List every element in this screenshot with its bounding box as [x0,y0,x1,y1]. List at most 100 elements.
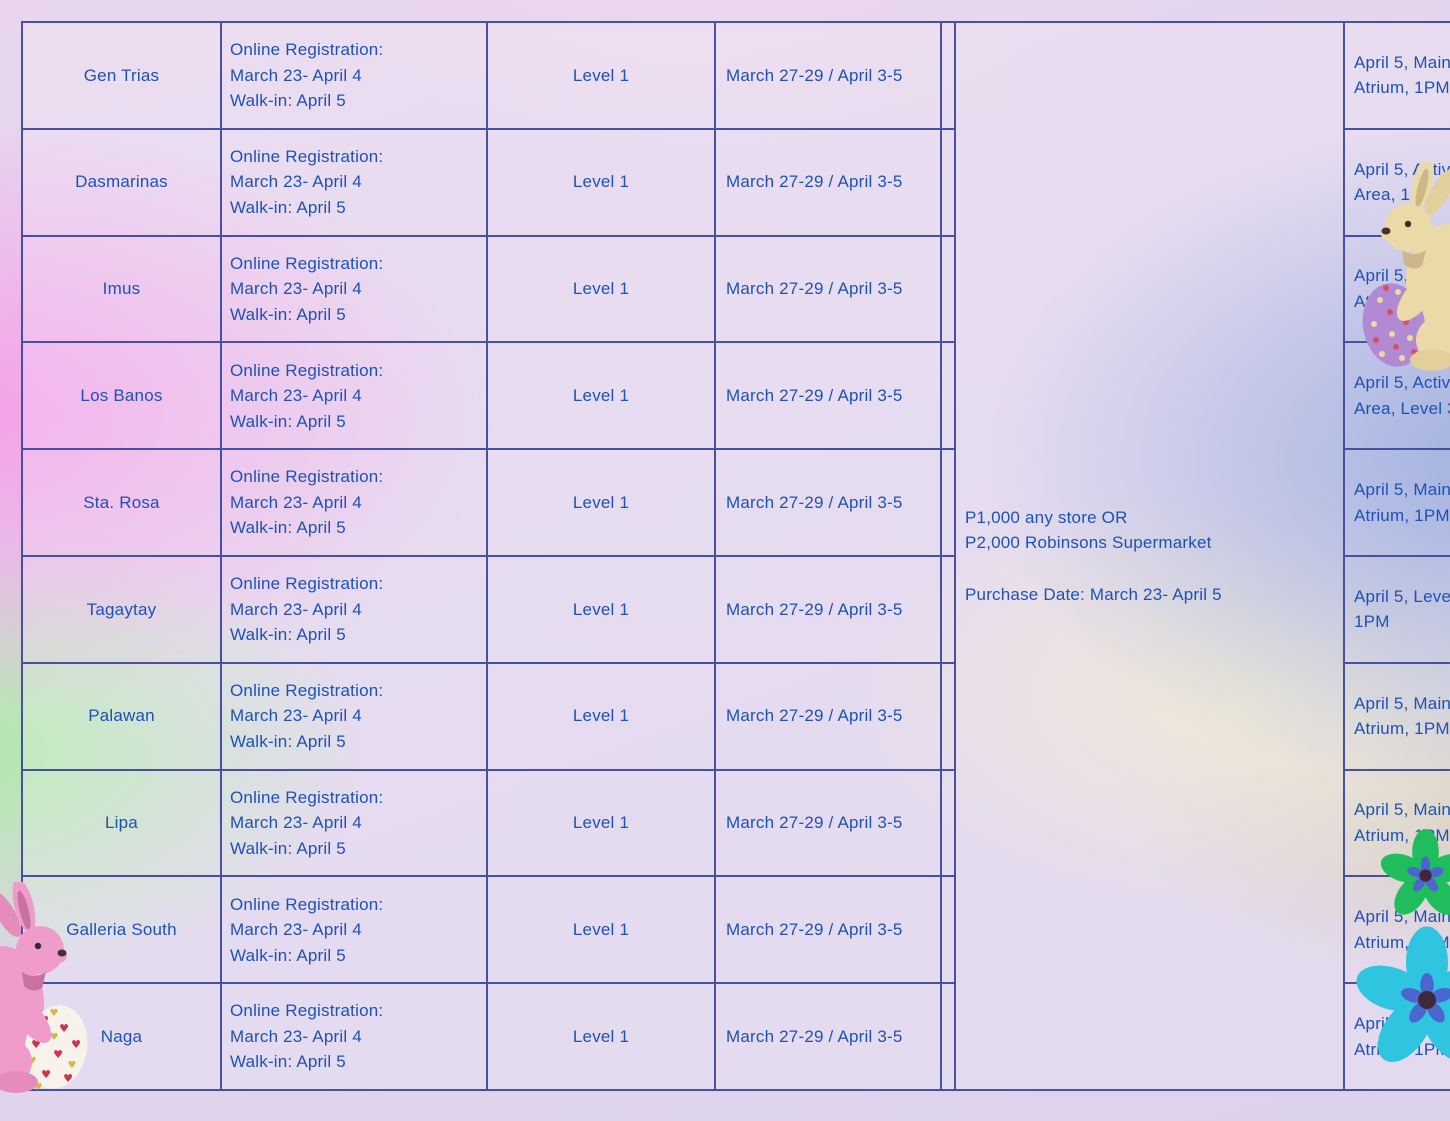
table-row: Dasmarinas Online Registration: March 23… [21,127,1450,237]
table-row: Los Banos Online Registration: March 23-… [21,341,1450,451]
spacer-cell [940,341,956,451]
spacer-cell [940,21,956,130]
venue-cell: April 5, Main Atrium, 1PM [1343,234,1450,344]
registration-line: Online Registration: [230,40,384,60]
schedule-cell: March 27-29 / April 3-5 [714,21,942,130]
promo-blank-line [965,556,1333,582]
table-row: Sta. Rosa Online Registration: March 23-… [21,448,1450,557]
schedule-cell: March 27-29 / April 3-5 [714,234,942,344]
venue-cell: April 5, Main Atrium, 1PM [1343,875,1450,985]
level-cell: Level 1 [486,768,716,878]
table-row: Palawan Online Registration: March 23- A… [21,661,1450,771]
promo-line: P1,000 any store OR [965,507,1128,527]
promo-line: Purchase Date: March 23- April 5 [965,584,1222,604]
venue-text: April 5, Main Atrium, 1PM [1354,693,1450,739]
registration-line: Walk-in: April 5 [230,411,346,431]
location-cell: Naga [21,982,222,1091]
level-cell: Level 1 [486,554,716,664]
venue-text: April 5, Main Atrium, 1PM [1354,480,1450,525]
venue-text: April 5, Main Atrium, 1PM [1354,266,1450,311]
level-cell: Level 1 [486,982,716,1091]
table-row: Imus Online Registration: March 23- Apri… [21,234,1450,344]
level-cell: Level 1 [486,341,716,451]
venue-text: April 5, Main Atrium, 1PM [1354,800,1450,845]
registration-line: Walk-in: April 5 [230,625,346,645]
registration-line: March 23- April 4 [230,706,362,726]
registration-cell: Online Registration: March 23- April 4 W… [220,448,488,557]
registration-cell: Online Registration: March 23- April 4 W… [220,768,488,878]
table-row: Lipa Online Registration: March 23- Apri… [21,768,1450,878]
venue-cell: April 5, Main Atrium, 1PM [1343,768,1450,878]
schedule-cell: March 27-29 / April 3-5 [714,554,942,664]
registration-line: March 23- April 4 [230,599,362,619]
spacer-cell [940,875,956,985]
registration-line: Online Registration: [230,894,384,914]
promo-cell: P1,000 any store OR P2,000 Robinsons Sup… [954,21,1345,1091]
venue-cell: April 5, Level 2, 1PM [1343,554,1450,664]
venue-cell: April 5, Main Atrium, 1PM [1343,661,1450,771]
registration-line: March 23- April 4 [230,65,362,85]
registration-line: Walk-in: April 5 [230,197,346,217]
schedule-cell: March 27-29 / April 3-5 [714,448,942,557]
registration-cell: Online Registration: March 23- April 4 W… [220,982,488,1091]
schedule-cell: March 27-29 / April 3-5 [714,875,942,985]
registration-cell: Online Registration: March 23- April 4 W… [220,341,488,451]
registration-line: Walk-in: April 5 [230,304,346,324]
schedule-cell: March 27-29 / April 3-5 [714,768,942,878]
promo-line: P2,000 Robinsons Supermarket [965,533,1212,553]
location-cell: Imus [21,234,222,344]
spacer-cell [940,768,956,878]
registration-line: Online Registration: [230,1001,384,1021]
registration-line: Walk-in: April 5 [230,518,346,538]
registration-line: Online Registration: [230,146,384,166]
venue-text: April 5, Level 2, 1PM [1354,586,1450,632]
registration-line: March 23- April 4 [230,279,362,299]
location-cell: Galleria South [21,875,222,985]
location-cell: Sta. Rosa [21,448,222,557]
location-cell: Palawan [21,661,222,771]
level-cell: Level 1 [486,127,716,237]
registration-line: Online Registration: [230,680,384,700]
spacer-cell [940,448,956,557]
registration-cell: Online Registration: March 23- April 4 W… [220,127,488,237]
registration-cell: Online Registration: March 23- April 4 W… [220,875,488,985]
spacer-cell [940,982,956,1091]
venue-text: April 5, Main Atrium, 1PM [1354,907,1450,952]
registration-line: Walk-in: April 5 [230,91,346,111]
location-cell: Tagaytay [21,554,222,664]
level-cell: Level 1 [486,875,716,985]
registration-cell: Online Registration: March 23- April 4 W… [220,554,488,664]
level-cell: Level 1 [486,234,716,344]
spacer-cell [940,127,956,237]
table-row: Gen Trias Online Registration: March 23-… [21,21,1450,1091]
schedule-cell: March 27-29 / April 3-5 [714,127,942,237]
location-cell: Los Banos [21,341,222,451]
registration-line: Online Registration: [230,360,384,380]
registration-line: Walk-in: April 5 [230,1052,346,1072]
spacer-cell [940,234,956,344]
venue-cell: April 5, Main Atrium, 1PM [1343,982,1450,1091]
registration-line: Online Registration: [230,787,384,807]
schedule-cell: March 27-29 / April 3-5 [714,661,942,771]
venue-text: April 5, Activity Area, 1PM [1354,159,1450,205]
registration-cell: Online Registration: March 23- April 4 W… [220,234,488,344]
registration-line: March 23- April 4 [230,1026,362,1046]
registration-line: Online Registration: [230,467,384,487]
registration-line: Online Registration: [230,253,384,273]
registration-cell: Online Registration: March 23- April 4 W… [220,21,488,130]
registration-line: March 23- April 4 [230,386,362,406]
level-cell: Level 1 [486,21,716,130]
location-cell: Gen Trias [21,21,222,130]
venue-text: April 5, Main Atrium, 1PM [1354,52,1450,98]
registration-line: March 23- April 4 [230,813,362,833]
table-row: Tagaytay Online Registration: March 23- … [21,554,1450,664]
schedule-table: Gen Trias Online Registration: March 23-… [21,21,1450,1091]
spacer-cell [940,661,956,771]
registration-line: March 23- April 4 [230,492,362,512]
location-cell: Lipa [21,768,222,878]
venue-text: April 5, Main Atrium, 1PM [1354,1014,1450,1059]
venue-cell: April 5, Main Atrium, 1PM [1343,448,1450,557]
registration-line: March 23- April 4 [230,920,362,940]
venue-cell: April 5, Activity Area, Level 3, 1PM [1343,341,1450,451]
